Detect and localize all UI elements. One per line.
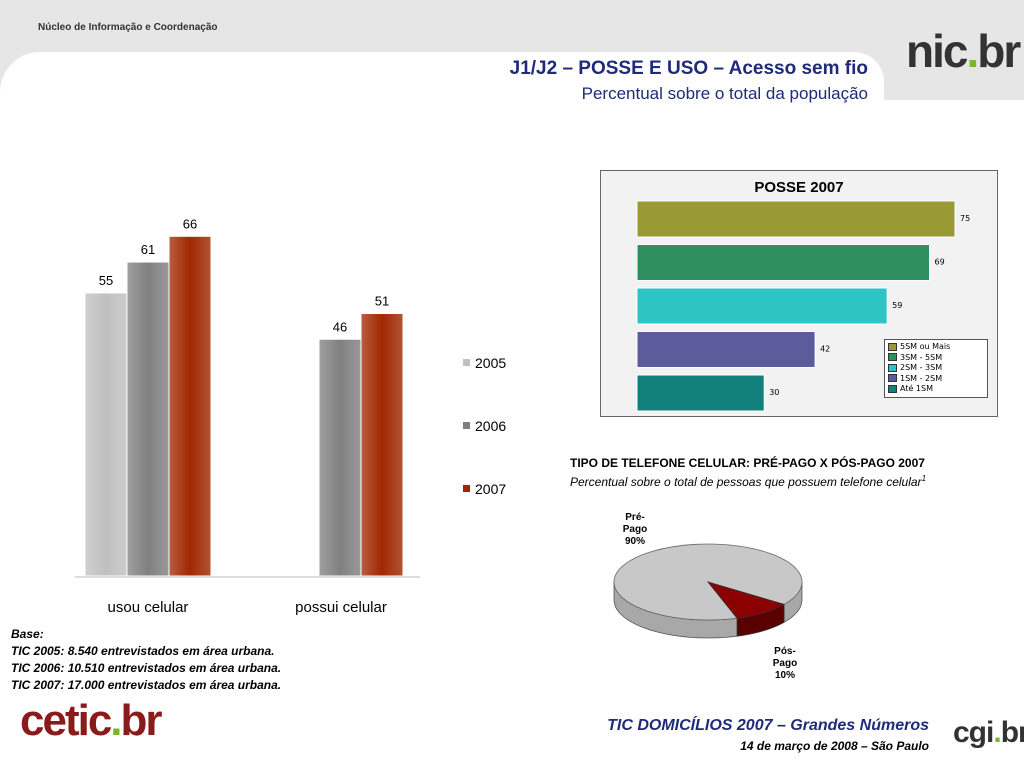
posse-bar — [636, 200, 956, 238]
posse-legend-label: 3SM - 5SM — [900, 352, 943, 362]
bar-2006 — [318, 338, 362, 577]
legend-label-2005: 2005 — [475, 355, 507, 371]
footer-title: TIC DOMICÍLIOS 2007 – Grandes Números — [607, 717, 929, 734]
bar-value-label: 46 — [333, 319, 347, 334]
posse-legend-item: 5SM ou Mais — [888, 342, 984, 353]
cetic-dot: . — [110, 696, 122, 745]
posse-bar — [636, 331, 816, 368]
pie-label-prepago-line: Pré- — [625, 512, 645, 523]
posse-legend-swatch — [888, 353, 897, 361]
posse-bar-value-label: 75 — [960, 214, 970, 223]
posse-legend-label: 2SM - 3SM — [900, 363, 943, 372]
legend-item-2007: 2007 — [463, 481, 506, 497]
pie-label-pospago-value: 10% — [774, 670, 795, 681]
posse-legend-label: 5SM ou Mais — [900, 342, 951, 351]
page-title: J1/J2 – POSSE E USO – Acesso sem fio — [509, 58, 868, 79]
base-heading: Base: — [11, 627, 44, 641]
posse-bar — [636, 374, 765, 412]
pie-label-prepago: Pré- Pago 90% — [612, 512, 658, 548]
posse-legend-label: 1SM - 2SM — [900, 373, 943, 383]
logo-suffix: br — [977, 25, 1021, 77]
phone-type-pie-chart — [613, 543, 803, 639]
posse-legend-item: 3SM - 5SM — [888, 353, 984, 364]
base-notes: Base: TIC 2005: 8.540 entrevistados em á… — [11, 626, 281, 694]
pie-subtitle-text: Percentual sobre o total de pessoas que … — [570, 475, 922, 489]
base-line: TIC 2005: 8.540 entrevistados em área ur… — [11, 644, 275, 658]
pie-subtitle-footnote: 1 — [921, 474, 927, 483]
pie-label-prepago-line: Pago — [622, 524, 648, 535]
posse-bar-value-label: 69 — [935, 258, 945, 267]
posse-chart-title: POSSE 2007 — [754, 179, 844, 196]
legend-item-2005: 2005 — [463, 355, 506, 371]
legend-swatch-2007 — [463, 484, 470, 492]
pie-label-pospago: Pós- Pago 10% — [762, 646, 808, 682]
posse-legend-swatch — [888, 342, 897, 351]
posse-bar-value-label: 42 — [820, 345, 830, 354]
cgi-prefix: cgi — [953, 716, 994, 749]
cetic-prefix: cetic — [20, 696, 112, 745]
bar-value-label: 55 — [99, 273, 113, 288]
org-name: Núcleo de Informação e Coordenação — [38, 22, 218, 33]
category-label: usou celular — [108, 599, 189, 616]
cetic-br-logo: cetic.br — [20, 696, 163, 746]
pie-label-pospago-line: Pós- — [774, 646, 796, 657]
pie-chart-title: TIPO DE TELEFONE CELULAR: PRÉ-PAGO X PÓS… — [570, 456, 925, 470]
page-subtitle: Percentual sobre o total da população — [581, 84, 868, 103]
bar-value-label: 66 — [183, 216, 197, 231]
nic-br-logo: nic.br — [906, 24, 1021, 78]
legend-swatch-2006 — [463, 421, 470, 429]
legend-label-2007: 2007 — [475, 481, 507, 497]
category-label: possui celular — [295, 599, 387, 616]
bar-2006 — [126, 261, 170, 577]
posse-legend-swatch — [888, 363, 897, 372]
pie-label-pospago-line: Pago — [772, 658, 798, 669]
posse-legend-item: 1SM - 2SM — [888, 374, 984, 385]
pie-slice-pospago — [706, 581, 786, 619]
title-panel — [0, 52, 884, 172]
cgi-br-logo: cgi.br — [953, 716, 1024, 750]
posse-legend: 5SM ou Mais 3SM - 5SM 2SM - 3SM 1SM - 2S… — [884, 339, 988, 398]
legend-item-2006: 2006 — [463, 418, 506, 434]
bar-2005 — [84, 292, 128, 577]
logo-dot: . — [966, 25, 979, 77]
posse-bar-value-label: 30 — [769, 388, 779, 397]
posse-legend-swatch — [888, 374, 897, 382]
cgi-suffix: br — [1000, 716, 1024, 749]
posse-legend-label: Até 1SM — [900, 384, 934, 393]
cetic-suffix: br — [120, 696, 163, 745]
usage-bar-chart: 55 61 66 46 51 usou celular possui celular — [75, 216, 420, 616]
posse-2007-chart-panel: POSSE 2007 75 69 59 42 30 5SM ou Mais 3SM - … — [600, 170, 998, 417]
pie-label-prepago-value: 90% — [624, 536, 645, 547]
bar-2007 — [360, 313, 404, 577]
legend-label-2006: 2006 — [475, 418, 507, 434]
pie-chart-subtitle: Percentual sobre o total de pessoas que … — [570, 474, 926, 489]
posse-bar — [636, 244, 931, 281]
posse-bar-value-label: 59 — [892, 301, 902, 310]
base-line: TIC 2006: 10.510 entrevistados em área u… — [11, 661, 282, 675]
posse-bar-chart: 75 69 59 42 30 — [636, 200, 970, 412]
posse-legend-swatch — [888, 384, 897, 393]
posse-legend-item: 2SM - 3SM — [888, 363, 984, 374]
logo-prefix: nic — [906, 25, 968, 77]
posse-bar — [636, 287, 888, 325]
legend-swatch-2005 — [463, 358, 470, 366]
footer-date: 14 de março de 2008 – São Paulo — [740, 739, 929, 753]
posse-legend-item: Até 1SM — [888, 384, 984, 395]
cgi-dot: . — [993, 716, 1001, 749]
bar-2007 — [168, 235, 212, 577]
bar-value-label: 61 — [141, 242, 155, 257]
base-line: TIC 2007: 17.000 entrevistados em área u… — [11, 678, 282, 692]
bar-value-label: 51 — [375, 294, 389, 309]
